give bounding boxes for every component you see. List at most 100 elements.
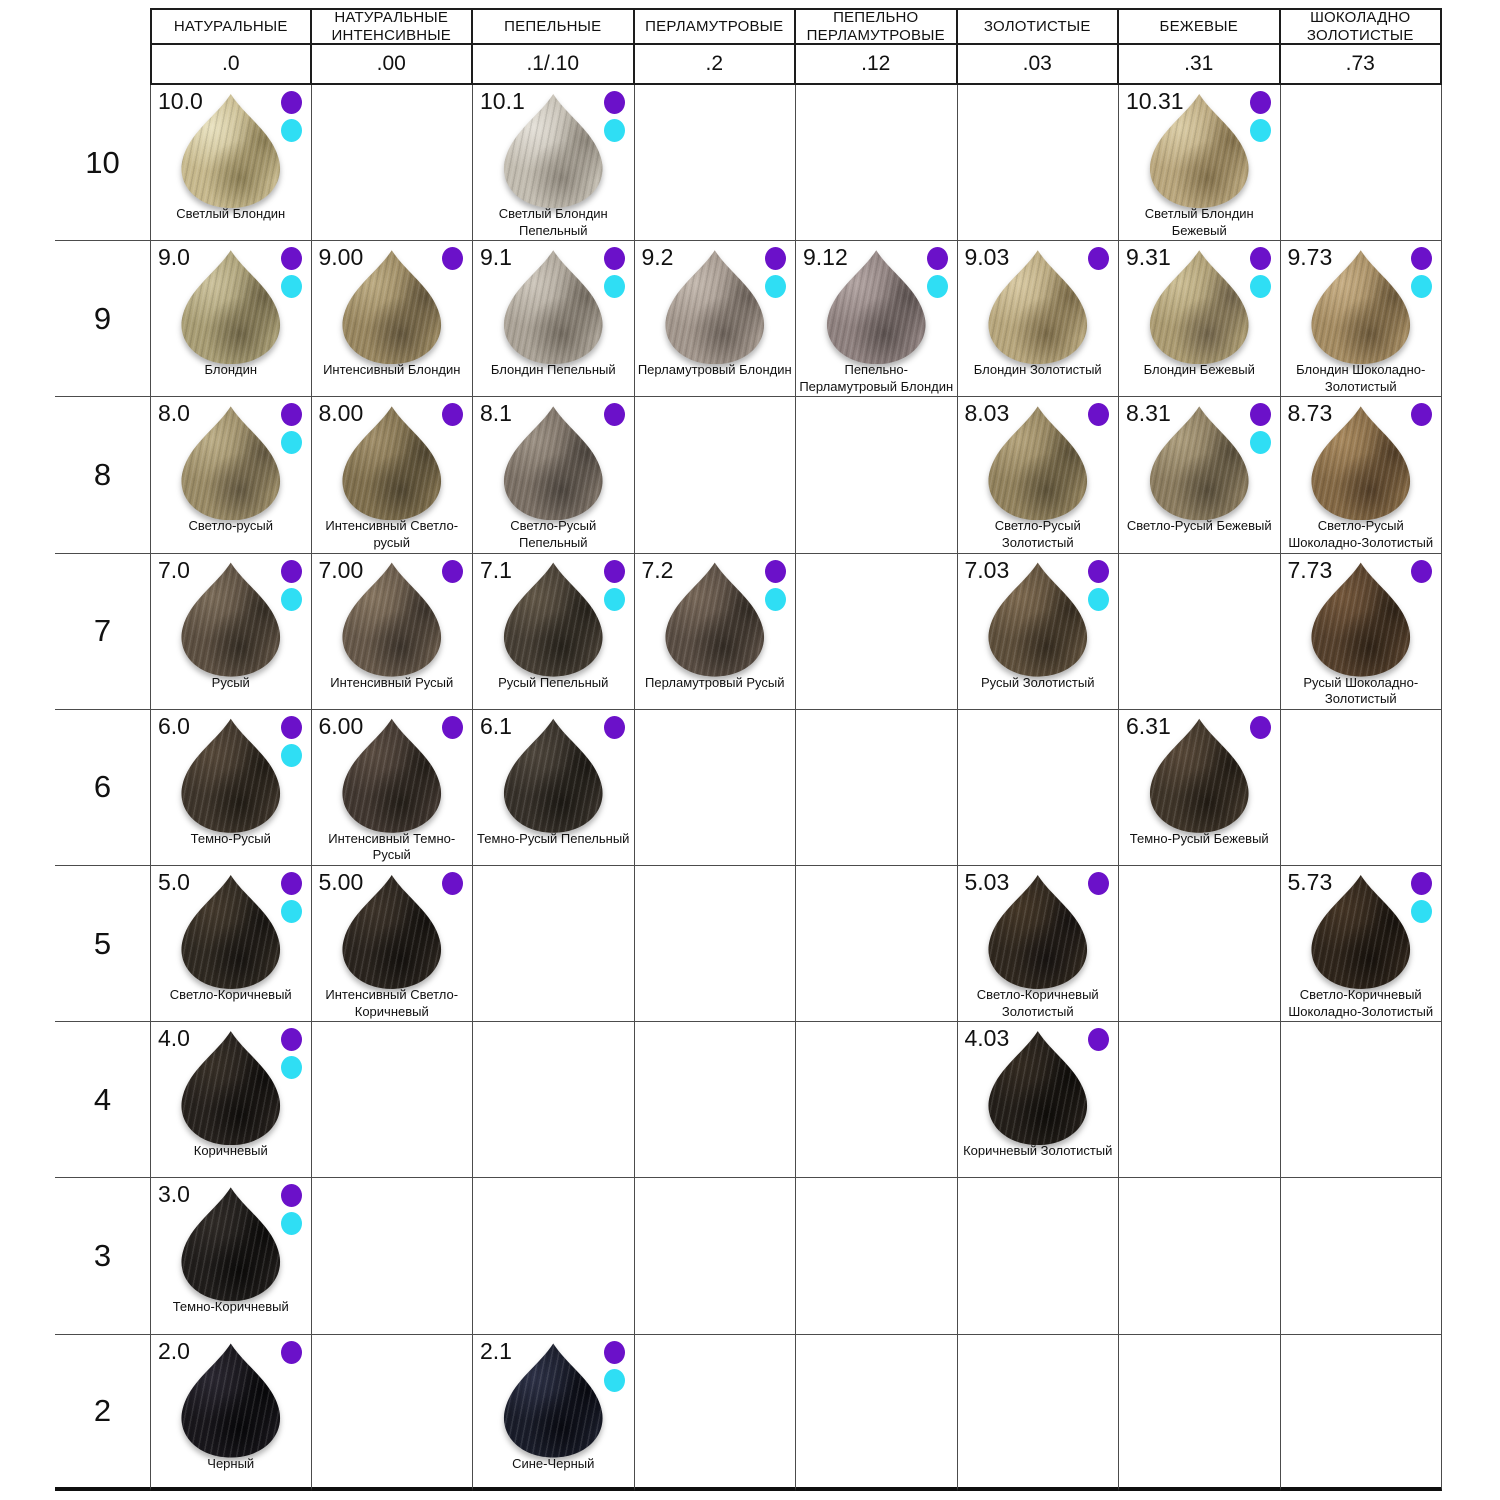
table-corner [55,8,150,85]
cyan-dot-icon [1249,119,1271,142]
purple-dot-icon [442,403,463,427]
purple-dot-icon [1249,91,1271,114]
shade-name: Светло-Коричневый Шоколадно-Золотистый [1288,986,1434,1019]
shade-cell: 8.31 Светло-Русый Бежевый [1119,397,1281,554]
hair-swatch [172,404,290,520]
cyan-dot-icon [765,587,786,611]
cyan-dot-icon [1411,275,1432,299]
hair-swatch [172,1342,290,1458]
indicator-dots [442,403,463,427]
purple-dot-icon [1249,247,1271,271]
shade-cell [634,709,796,866]
shade-cell: 7.0 Русый [150,553,312,710]
shade-cell [796,709,958,866]
row-level: 8 [55,397,150,554]
hair-swatch-shape [817,248,935,364]
hair-swatch-shape [494,248,612,364]
column-code-2: .00 [311,45,473,85]
shade-cell: 7.1 Русый Пепельный [473,553,635,710]
purple-dot-icon [442,247,463,271]
hair-swatch [979,248,1097,364]
purple-dot-icon [442,715,463,739]
hair-swatch [333,404,451,520]
shade-code: 10.1 [480,88,525,114]
column-code-8: .73 [1280,45,1442,85]
shade-code: 4.03 [964,1025,1010,1052]
indicator-dots [1249,715,1271,739]
shade-name: Блондин Шоколадно-Золотистый [1296,362,1426,394]
shade-cell [1280,1178,1442,1335]
shade-cell [1119,865,1281,1023]
shade-cell: 5.03 Светло-Коричневый Золотистый [957,865,1119,1023]
purple-dot-icon [765,247,786,271]
indicator-dots [1088,403,1109,427]
purple-dot-icon [603,559,625,583]
hair-swatch [494,717,612,833]
hair-swatch-shape [1302,404,1420,520]
row-level: 5 [55,866,150,1023]
column-code-4: .2 [634,45,796,85]
shade-cell: 4.03 Коричневый Золотистый [957,1022,1119,1179]
hair-swatch-shape [1140,92,1258,208]
column-header-2: НАТУРАЛЬНЫЕ ИНТЕНСИВНЫЕ [311,8,473,45]
cyan-dot-icon [1249,275,1271,299]
cyan-dot-icon [603,587,625,611]
indicator-dots [280,91,302,142]
hair-swatch-shape [172,561,290,677]
hair-swatch [172,717,290,833]
shade-code: 9.12 [803,244,848,271]
shade-name: Интенсивный Светло-русый [325,518,459,550]
shade-cell: 2.1 Сине-Черный [473,1334,635,1491]
hair-swatch-shape [333,561,451,677]
hair-swatch [656,248,774,364]
hair-swatch-shape [494,1342,612,1458]
shade-cell: 7.00 Интенсивный Русый [311,553,473,710]
shade-cell: 10.0 Светлый Блондин [150,85,312,242]
purple-dot-icon [280,247,302,271]
hair-swatch-shape [494,404,612,520]
shade-code: 7.00 [318,556,364,583]
shade-cell [796,1178,958,1335]
hair-swatch-shape [979,1029,1097,1145]
hair-swatch [1302,873,1420,989]
shade-code: 8.73 [1287,400,1333,427]
cyan-dot-icon [1411,899,1432,923]
shade-code: 9.31 [1126,244,1171,271]
hair-swatch [333,561,451,677]
hair-swatch-shape [172,1029,290,1145]
column-code-5: .12 [796,45,958,85]
shade-cell: 6.1 Темно-Русый Пепельный [473,709,635,866]
shade-cell: 9.0 Блондин [150,241,312,398]
shade-name: Русый Шоколадно-Золотистый [1303,674,1419,707]
indicator-dots [280,715,302,767]
hair-swatch [172,92,290,208]
shade-cell [1280,1022,1442,1179]
shade-cell: 7.03 Русый Золотистый [957,553,1119,710]
shade-name: Сине-Черный [512,1455,595,1471]
shade-cell: 10.31 Светлый Блондин Бежевый [1119,85,1281,242]
indicator-dots [1249,91,1271,142]
hair-swatch [1140,92,1258,208]
shade-cell: 8.1 Светло-Русый Пепельный [473,397,635,554]
column-code-1: .0 [150,45,312,85]
shade-name: Интенсивный Темно-Русый [328,830,456,863]
indicator-dots [442,247,463,271]
hair-swatch [494,561,612,677]
hair-swatch-shape [656,561,774,677]
cyan-dot-icon [1249,431,1271,455]
purple-dot-icon [280,715,302,739]
indicator-dots [603,403,625,427]
shade-cell: 7.2 Перламутровый Русый [634,553,796,710]
shade-cell [957,1334,1119,1491]
hair-swatch [1302,561,1420,677]
shade-cell [796,85,958,242]
shade-code: 5.03 [964,868,1010,895]
shade-cell: 9.12 Пепельно-Перламутровый Блондин [796,241,958,398]
shade-name: Перламутровый Блондин [637,362,792,378]
shade-code: 6.31 [1126,712,1171,739]
shade-cell: 6.31 Темно-Русый Бежевый [1119,709,1281,866]
hair-swatch [979,561,1097,677]
cyan-dot-icon [1088,587,1109,611]
row-level: 4 [55,1022,150,1179]
shade-name: Интенсивный Блондин [323,362,461,378]
